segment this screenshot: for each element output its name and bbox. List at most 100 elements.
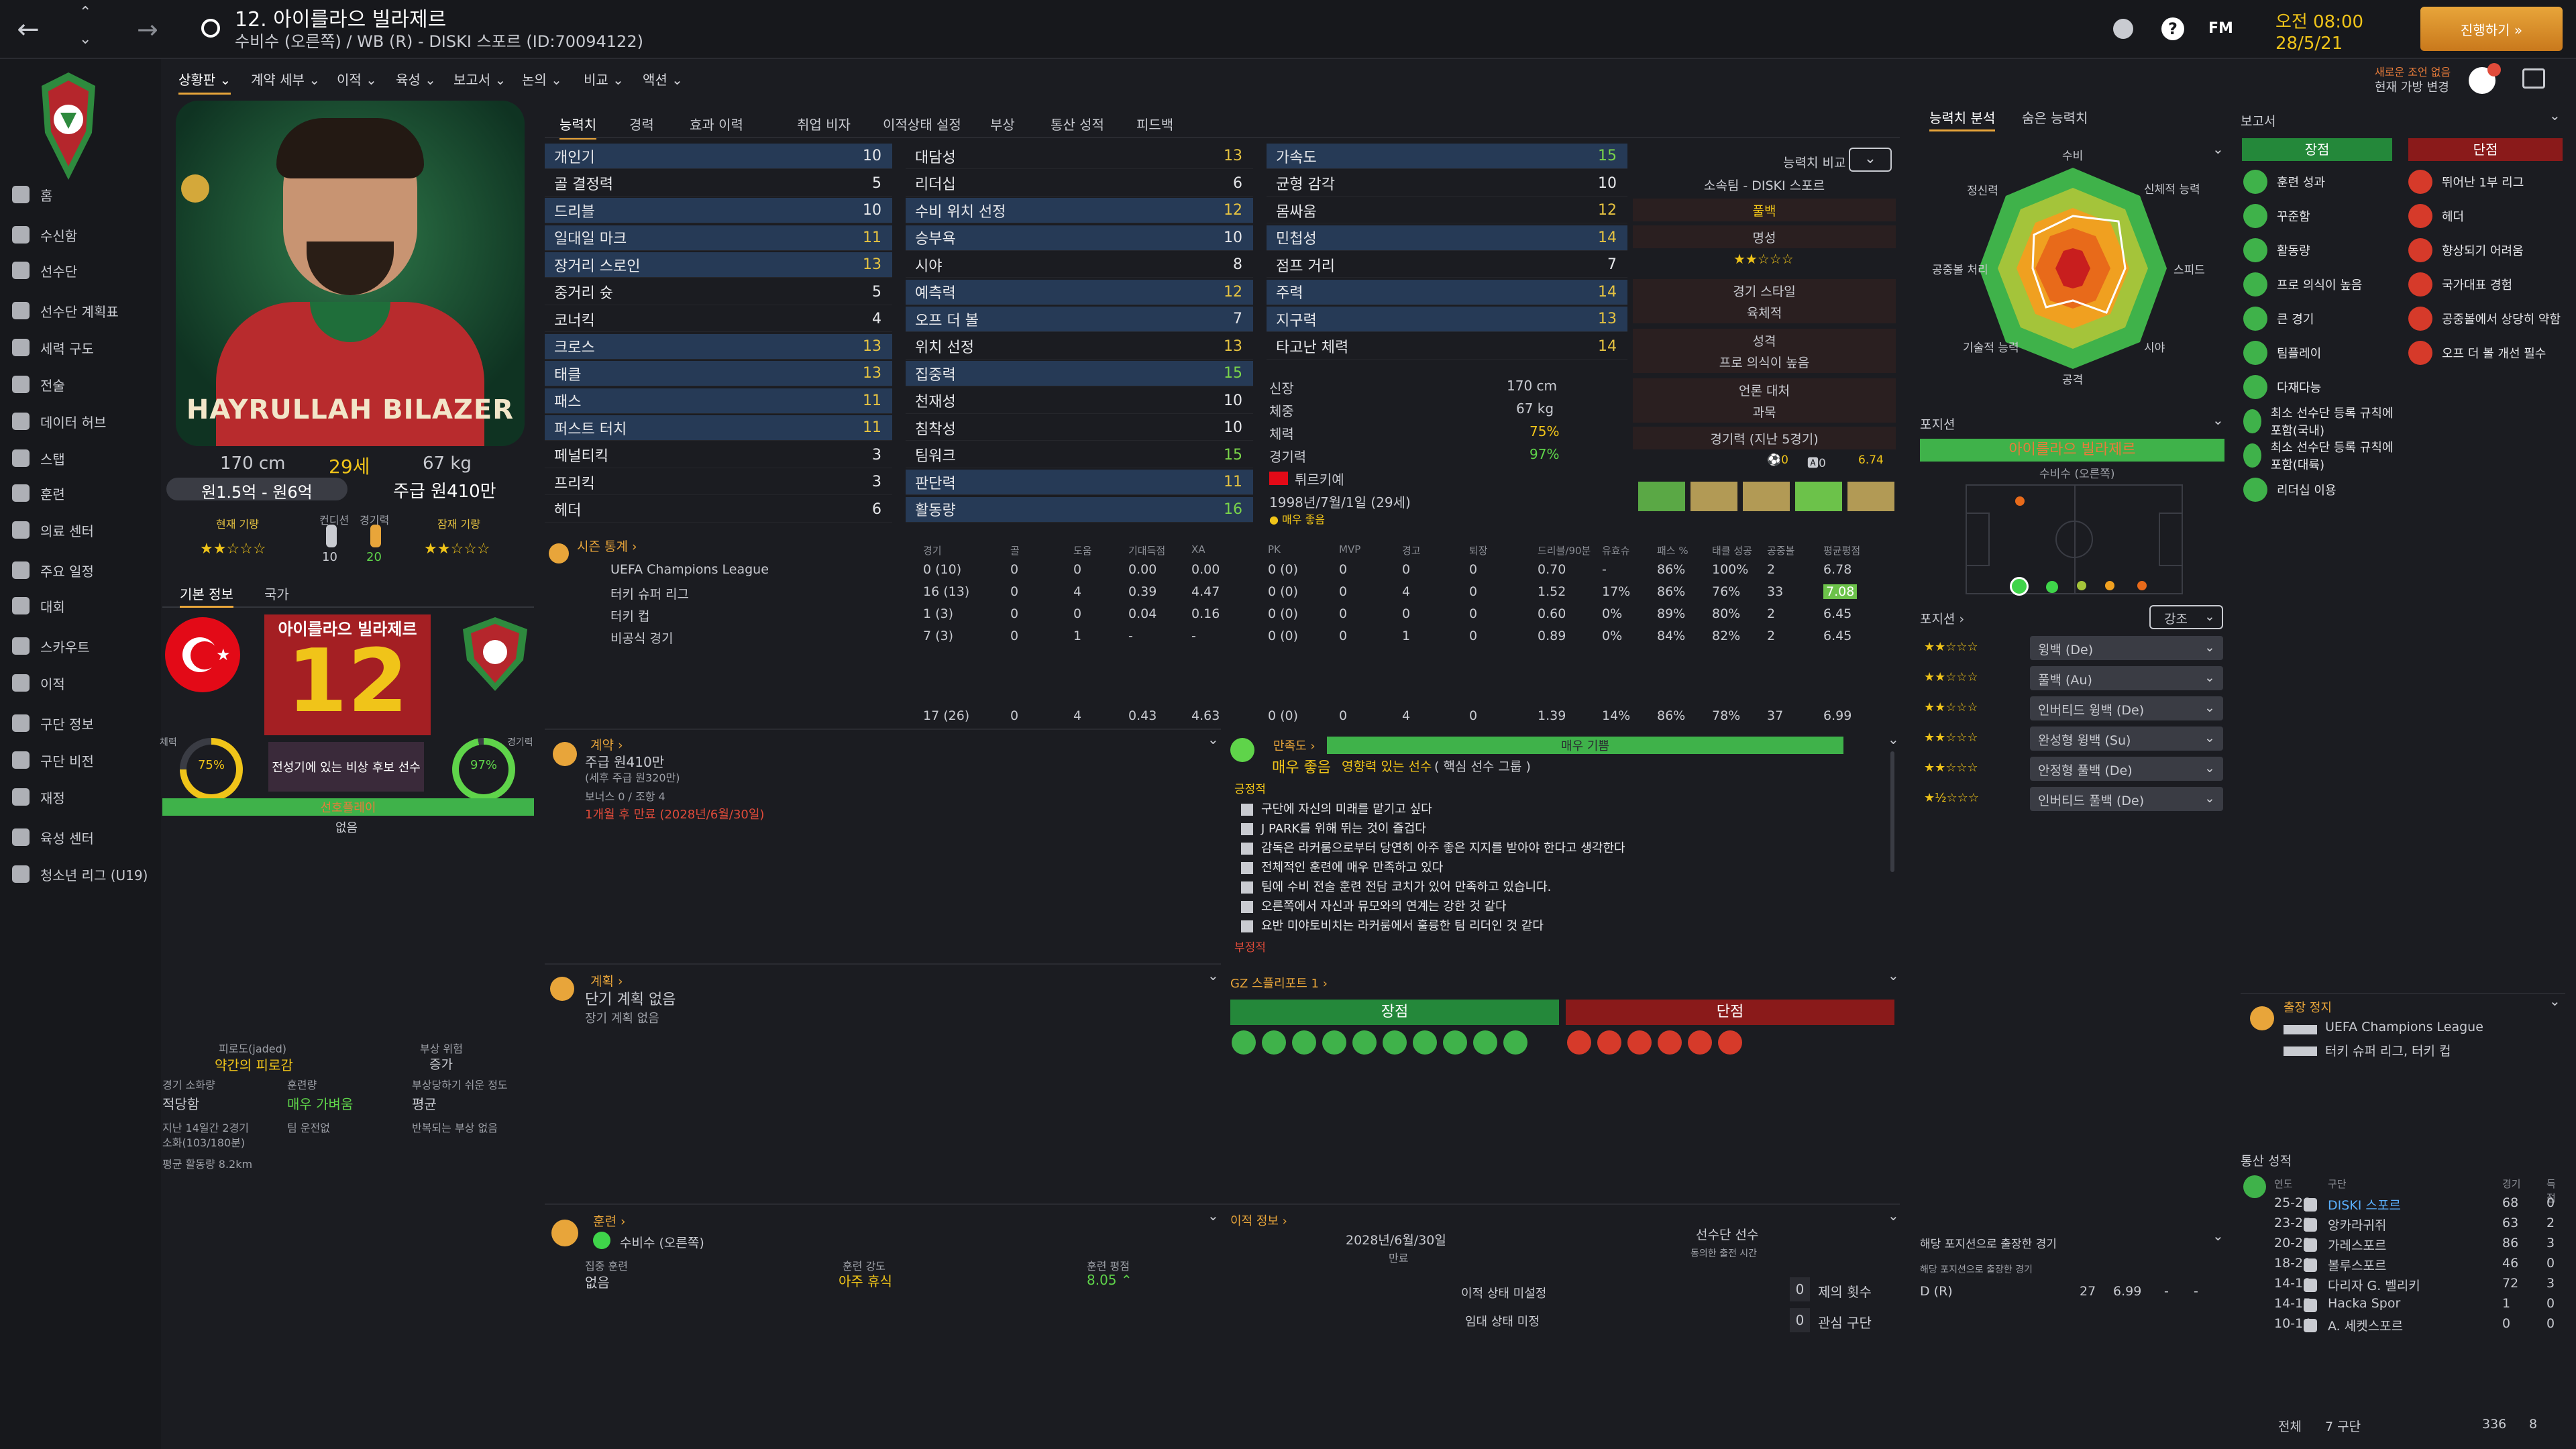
career-row[interactable]: 18-20 볼루스포르 46 0	[2274, 1254, 2555, 1275]
satisfaction-item-icon	[1241, 823, 1253, 835]
forward-button[interactable]: →	[137, 15, 158, 44]
position-role-row[interactable]: ★½☆☆☆ 인버티드 풀백 (De) ⌄	[1920, 787, 2223, 812]
plan-title[interactable]: 계획 ›	[590, 974, 623, 989]
position-role-select[interactable]: 안정형 풀백 (De) ⌄	[2030, 757, 2223, 781]
career-row[interactable]: 14-18 다리자 G. 벨리키 72 3	[2274, 1275, 2555, 1295]
career-row[interactable]: 25-28 DISKI 스포르 68 0	[2274, 1194, 2555, 1214]
career-row[interactable]: 14-15 Hacka Spor 1 0	[2274, 1295, 2555, 1315]
position-role-select[interactable]: 인버티드 풀백 (De) ⌄	[2030, 787, 2223, 811]
analysis-tab-2[interactable]: 숨은 능력치	[2022, 110, 2088, 126]
satisfaction-scrollbar[interactable]	[1890, 751, 1894, 872]
sidebar-item[interactable]: 대회	[12, 591, 65, 621]
compare-style-row	[1633, 279, 1896, 323]
sidebar-item[interactable]: 선수단 계획표	[12, 296, 119, 325]
sidebar-item[interactable]: 스카우트	[12, 631, 90, 661]
history-up-button[interactable]: ⌃	[79, 4, 92, 21]
career-row[interactable]: 20-23 가레스포르 86 3	[2274, 1234, 2555, 1254]
season-total-cell: 0 (0)	[1268, 708, 1299, 723]
position-list-title[interactable]: 포지션 ›	[1920, 612, 1965, 627]
position-role-row[interactable]: ★★☆☆☆ 안정형 풀백 (De) ⌄	[1920, 757, 2223, 782]
position-role-select[interactable]: 윙백 (De) ⌄	[2030, 636, 2223, 660]
attribute-value: 5	[872, 283, 881, 301]
back-button[interactable]: ←	[17, 14, 40, 45]
tab-3[interactable]: 취업 비자	[797, 117, 851, 133]
tab-basic-info[interactable]: 기본 정보	[180, 584, 233, 608]
fm-logo[interactable]: FM	[2208, 20, 2233, 37]
sidebar-item[interactable]: 청소년 리그 (U19)	[12, 859, 148, 889]
analysis-collapse[interactable]: ⌄	[2212, 141, 2224, 157]
help-icon[interactable]: ?	[2161, 17, 2184, 40]
tab-2[interactable]: 효과 이력	[690, 117, 743, 133]
position-role-row[interactable]: ★★☆☆☆ 윙백 (De) ⌄	[1920, 636, 2223, 661]
report-collapse[interactable]: ⌄	[2549, 107, 2561, 123]
contract-title[interactable]: 계약 ›	[590, 738, 623, 753]
compare-dropdown[interactable]: ⌄	[1849, 148, 1892, 172]
tab-7[interactable]: 피드백	[1136, 117, 1174, 133]
search-icon[interactable]	[201, 19, 220, 38]
position-role-row[interactable]: ★★☆☆☆ 인버티드 윙백 (De) ⌄	[1920, 696, 2223, 722]
sidebar-item[interactable]: 주요 일정	[12, 555, 94, 585]
contract-expiry: 1개월 후 만료 (2028년/6월/30일)	[585, 808, 765, 822]
season-title[interactable]: 시즌 통계 ›	[577, 539, 637, 554]
suspension-collapse[interactable]: ⌄	[2549, 993, 2561, 1009]
layout-icon[interactable]	[2522, 68, 2545, 89]
sidebar-item[interactable]: 재정	[12, 782, 65, 812]
transfer-collapse[interactable]: ⌄	[1888, 1208, 1899, 1224]
subnav-item[interactable]: 비교 ⌄	[584, 72, 624, 88]
sidebar-item[interactable]: 훈련	[12, 478, 65, 508]
tab-0[interactable]: 능력치	[559, 114, 597, 140]
apps-collapse[interactable]: ⌄	[2212, 1228, 2224, 1244]
position-role-select[interactable]: 인버티드 윙백 (De) ⌄	[2030, 696, 2223, 720]
career-row[interactable]: 10-14 A. 세켓스포르 0 0	[2274, 1315, 2555, 1335]
sidebar-item[interactable]: 홈	[12, 180, 52, 209]
contract-collapse[interactable]: ⌄	[1208, 731, 1219, 747]
training-intensity-value[interactable]: 아주 휴식	[839, 1273, 892, 1289]
position-strength-dropdown[interactable]: 강조 ⌄	[2149, 605, 2223, 629]
career-row[interactable]: 23-25 앙카라귀쥐 63 2	[2274, 1214, 2555, 1234]
subnav-item[interactable]: 계약 세부 ⌄	[251, 72, 321, 88]
satisfaction-title[interactable]: 만족도 ›	[1273, 739, 1316, 753]
position-collapse[interactable]: ⌄	[2212, 412, 2224, 428]
notification-icon[interactable]	[2113, 19, 2133, 39]
tab-4[interactable]: 이적상태 설정	[883, 117, 961, 133]
sidebar-item[interactable]: 전술	[12, 370, 65, 399]
satisfaction-item-icon	[1241, 920, 1253, 932]
position-role-select[interactable]: 풀백 (Au) ⌄	[2030, 666, 2223, 690]
sidebar-item[interactable]: 이적	[12, 668, 65, 698]
sidebar-item[interactable]: 구단 비전	[12, 745, 94, 775]
transfer-title[interactable]: 이적 정보 ›	[1230, 1214, 1287, 1228]
career-club[interactable]: DISKI 스포르	[2328, 1198, 2401, 1213]
sidebar-item[interactable]: 세력 구도	[12, 333, 94, 362]
position-role-select[interactable]: 완성형 윙백 (Su) ⌄	[2030, 727, 2223, 751]
sidebar-item[interactable]: 스탭	[12, 443, 65, 473]
tab-5[interactable]: 부상	[990, 117, 1015, 133]
subnav-item[interactable]: 논의 ⌄	[522, 72, 562, 88]
tab-nation[interactable]: 국가	[264, 586, 289, 602]
subnav-item[interactable]: 보고서 ⌄	[453, 72, 506, 88]
scout-title[interactable]: GZ 스플리포트 1 ›	[1230, 977, 1328, 991]
sidebar-item[interactable]: 데이터 허브	[12, 407, 106, 436]
club-logo[interactable]	[42, 72, 95, 180]
satisfaction-collapse[interactable]: ⌄	[1888, 731, 1899, 747]
scout-collapse[interactable]: ⌄	[1888, 967, 1899, 983]
training-title[interactable]: 훈련 ›	[593, 1214, 626, 1229]
sidebar-item[interactable]: 수신함	[12, 220, 77, 250]
season-col-header: PK	[1268, 543, 1281, 555]
tab-1[interactable]: 경력	[629, 117, 654, 133]
subnav-item[interactable]: 육성 ⌄	[396, 72, 436, 88]
sidebar-item[interactable]: 구단 정보	[12, 708, 94, 738]
sidebar-item[interactable]: 의료 센터	[12, 515, 94, 545]
training-collapse[interactable]: ⌄	[1208, 1208, 1219, 1224]
subnav-item[interactable]: 액션 ⌄	[643, 72, 683, 88]
tab-6[interactable]: 통산 성적	[1051, 117, 1104, 133]
position-role-row[interactable]: ★★☆☆☆ 완성형 윙백 (Su) ⌄	[1920, 727, 2223, 752]
position-role-row[interactable]: ★★☆☆☆ 풀백 (Au) ⌄	[1920, 666, 2223, 692]
continue-button[interactable]: 진행하기 »	[2420, 7, 2563, 51]
sidebar-item[interactable]: 선수단	[12, 256, 77, 285]
subnav-item[interactable]: 상황판 ⌄	[178, 69, 231, 95]
history-down-button[interactable]: ⌄	[79, 31, 92, 48]
subnav-item[interactable]: 이적 ⌄	[337, 72, 377, 88]
analysis-tab-1[interactable]: 능력치 분석	[1929, 107, 1996, 131]
sidebar-item[interactable]: 육성 센터	[12, 822, 94, 852]
plan-collapse[interactable]: ⌄	[1208, 967, 1219, 983]
